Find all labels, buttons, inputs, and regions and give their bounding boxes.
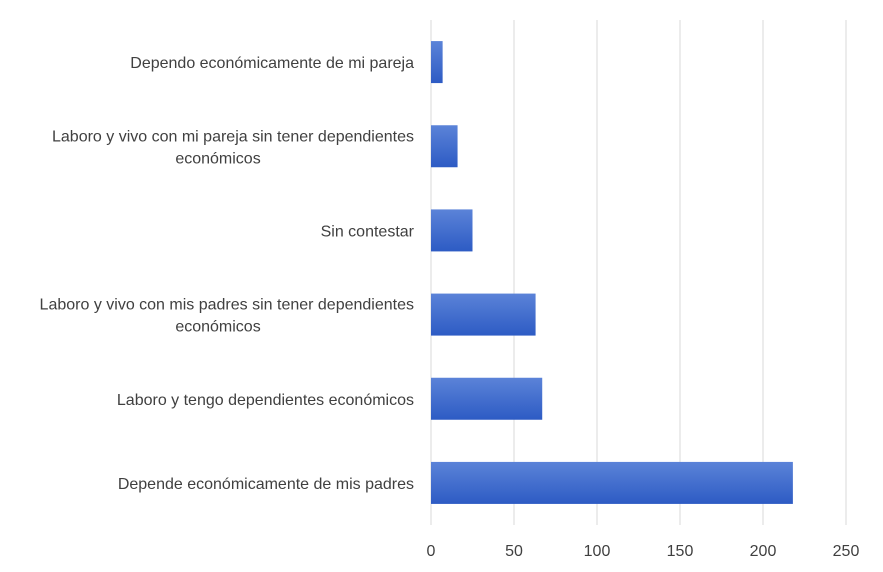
category-label: Depende económicamente de mis padres [118, 476, 414, 493]
category-label: Dependo económicamente de mi pareja [130, 55, 414, 72]
category-label: Laboro y vivo con mis padres sin tener d… [40, 297, 414, 336]
bar [431, 41, 443, 84]
x-axis-ticks: 0 50 100 150 200 250 [427, 543, 860, 560]
gridlines [430, 20, 847, 525]
x-tick-label: 200 [750, 543, 777, 560]
bar [431, 209, 473, 252]
bar [431, 125, 458, 168]
bar [431, 293, 536, 336]
category-label: Laboro y vivo con mi pareja sin tener de… [52, 128, 414, 167]
bars [431, 41, 793, 504]
x-tick-label: 250 [833, 543, 860, 560]
x-tick-label: 0 [427, 543, 436, 560]
category-label: Sin contestar [321, 223, 415, 240]
x-tick-label: 100 [584, 543, 611, 560]
bar [431, 461, 793, 504]
x-tick-label: 50 [505, 543, 523, 560]
category-labels: Depende económicamente de mis padres Labo… [40, 55, 415, 493]
bar [431, 377, 543, 420]
category-label: Laboro y tengo dependientes económicos [117, 392, 414, 409]
x-tick-label: 150 [667, 543, 694, 560]
